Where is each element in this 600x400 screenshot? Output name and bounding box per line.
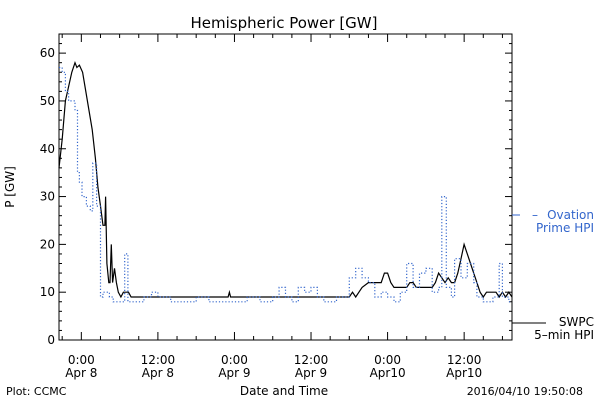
- x-tick-label-date: Apr 9: [295, 366, 327, 380]
- footer-credit: Plot: CCMC: [6, 385, 67, 398]
- x-tick-label-time: 12:00: [141, 353, 176, 367]
- x-tick-label-time: 12:00: [447, 353, 482, 367]
- legend-swpc-line2: 5–min HPI: [534, 328, 594, 342]
- x-tick-label-date: Apr10: [370, 366, 406, 380]
- chart-title: Hemispheric Power [GW]: [191, 14, 378, 32]
- x-tick-label-time: 0:00: [221, 353, 248, 367]
- y-tick-label: 30: [40, 190, 55, 204]
- x-tick-label-time: 12:00: [294, 353, 329, 367]
- legend-ovation-dash: –: [532, 208, 538, 222]
- x-tick-label-date: Apr10: [446, 366, 482, 380]
- series-swpc-line: [58, 60, 513, 299]
- x-tick-label-date: Apr 8: [65, 366, 97, 380]
- x-tick-label-time: 0:00: [374, 353, 401, 367]
- legend-ovation-line1: Ovation: [547, 208, 594, 222]
- y-axis-label: P [GW]: [3, 166, 17, 208]
- plot-frame: [58, 33, 513, 341]
- y-tick-label: 40: [40, 142, 55, 156]
- y-tick-label: 60: [40, 46, 55, 60]
- series-layer: [58, 60, 513, 303]
- x-tick-label-date: Apr 8: [142, 366, 174, 380]
- y-axis: 0 10 20 30 40 50 60: [40, 43, 512, 347]
- legend-ovation-line2: Prime HPI: [536, 221, 594, 235]
- y-tick-label: 20: [40, 237, 55, 251]
- x-tick-label-time: 0:00: [68, 353, 95, 367]
- x-tick-label-date: Apr 9: [218, 366, 250, 380]
- y-tick-label: 10: [40, 285, 55, 299]
- legend: – Ovation Prime HPI SWPC 5–min HPI: [512, 208, 594, 342]
- series-ovation-prime-line: [59, 66, 512, 303]
- x-axis-label: Date and Time: [240, 384, 328, 398]
- y-tick-label: 0: [47, 333, 55, 347]
- legend-swpc-line1: SWPC: [559, 315, 594, 329]
- footer-timestamp: 2016/04/10 19:50:08: [467, 385, 583, 398]
- y-tick-label: 50: [40, 94, 55, 108]
